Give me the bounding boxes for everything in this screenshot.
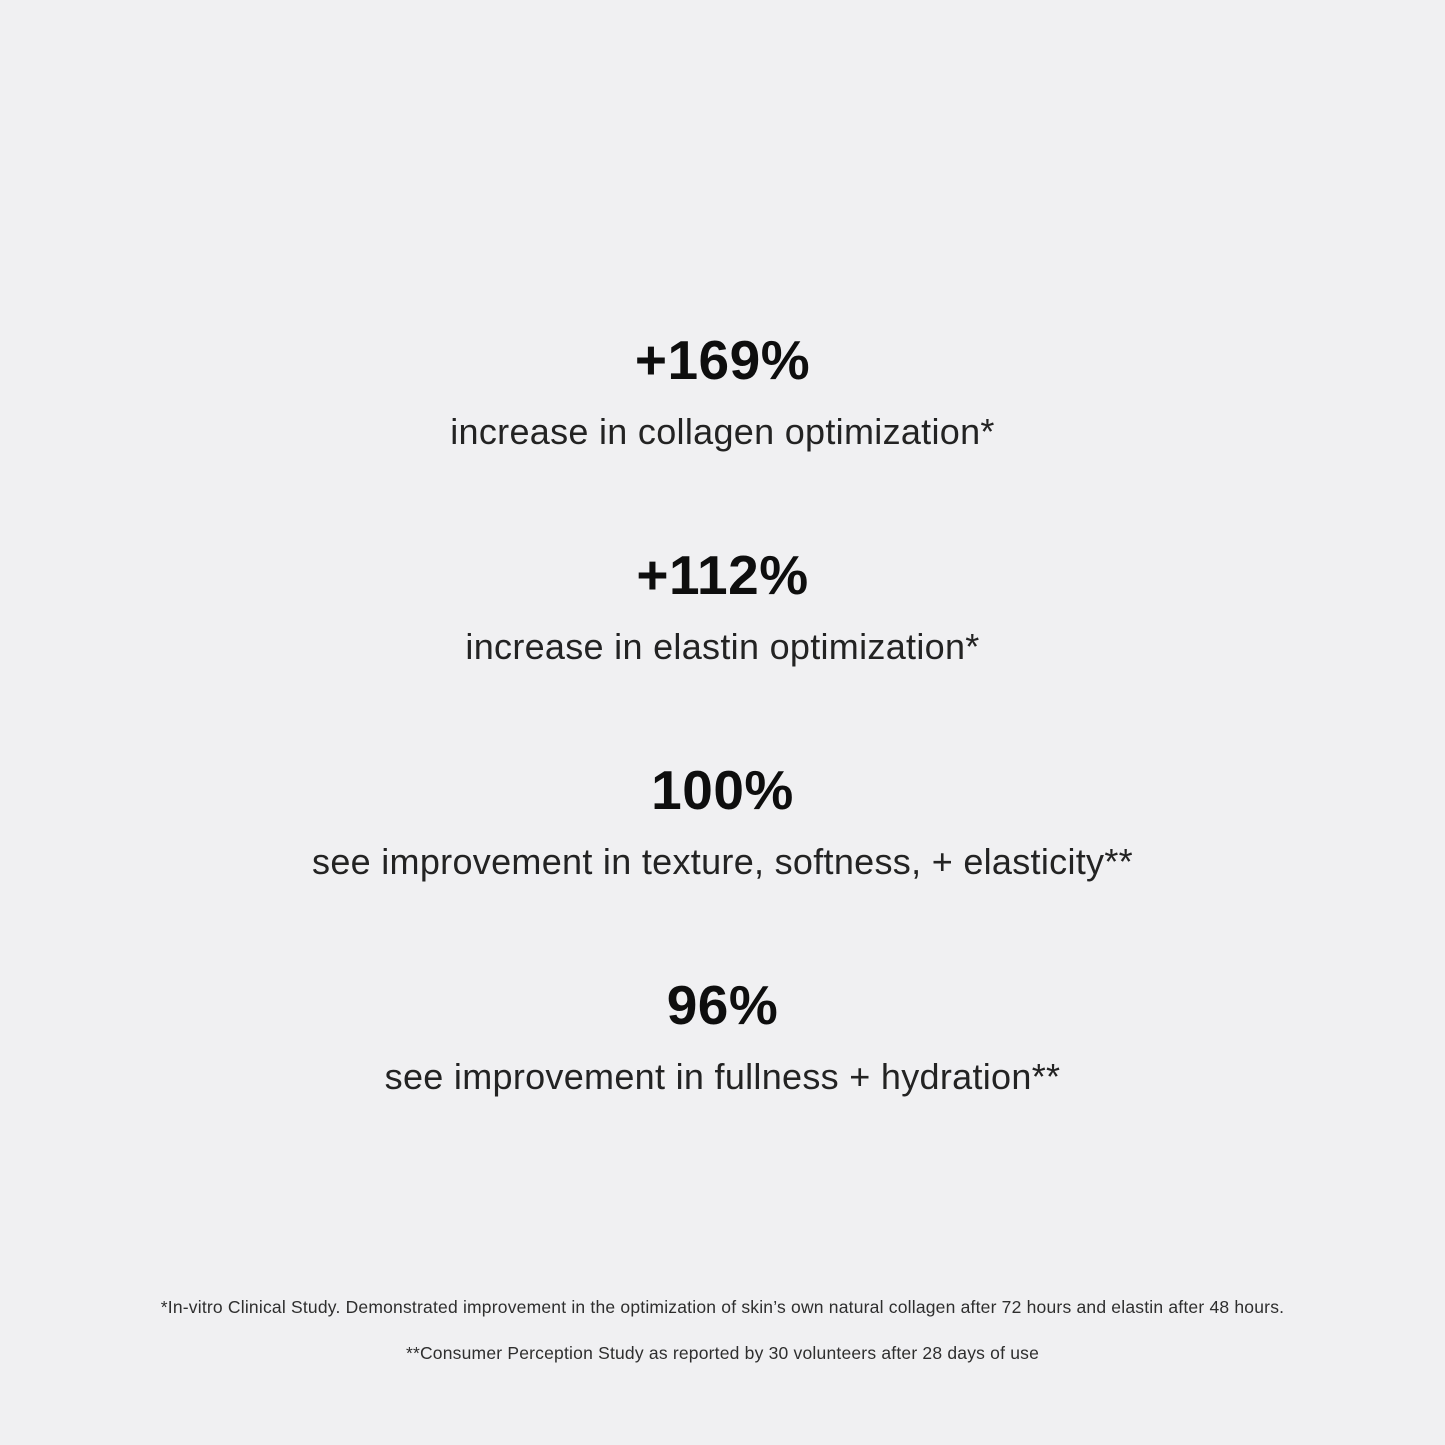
stat-value-collagen: +169% [634, 329, 811, 391]
stat-label-elastin: increase in elastin optimization* [465, 626, 980, 667]
stat-collagen: +169% increase in collagen optimization* [0, 333, 1445, 548]
footnote-consumer-study: **Consumer Perception Study as reported … [405, 1343, 1040, 1363]
stat-label-texture: see improvement in texture, softness, + … [312, 841, 1133, 882]
stat-label-fullness: see improvement in fullness + hydration*… [384, 1056, 1061, 1097]
stats-list: +169% increase in collagen optimization*… [0, 333, 1445, 1193]
stat-label-collagen: increase in collagen optimization* [450, 411, 995, 452]
stat-value-fullness: 96% [666, 974, 779, 1036]
stat-fullness: 96% see improvement in fullness + hydrat… [0, 978, 1445, 1193]
stat-value-texture: 100% [651, 759, 794, 821]
footnote-clinical-study: *In-vitro Clinical Study. Demonstrated i… [160, 1297, 1285, 1317]
stat-value-elastin: +112% [636, 544, 809, 606]
stat-elastin: +112% increase in elastin optimization* [0, 548, 1445, 763]
footnotes: *In-vitro Clinical Study. Demonstrated i… [0, 1297, 1445, 1389]
stat-texture: 100% see improvement in texture, softnes… [0, 763, 1445, 978]
